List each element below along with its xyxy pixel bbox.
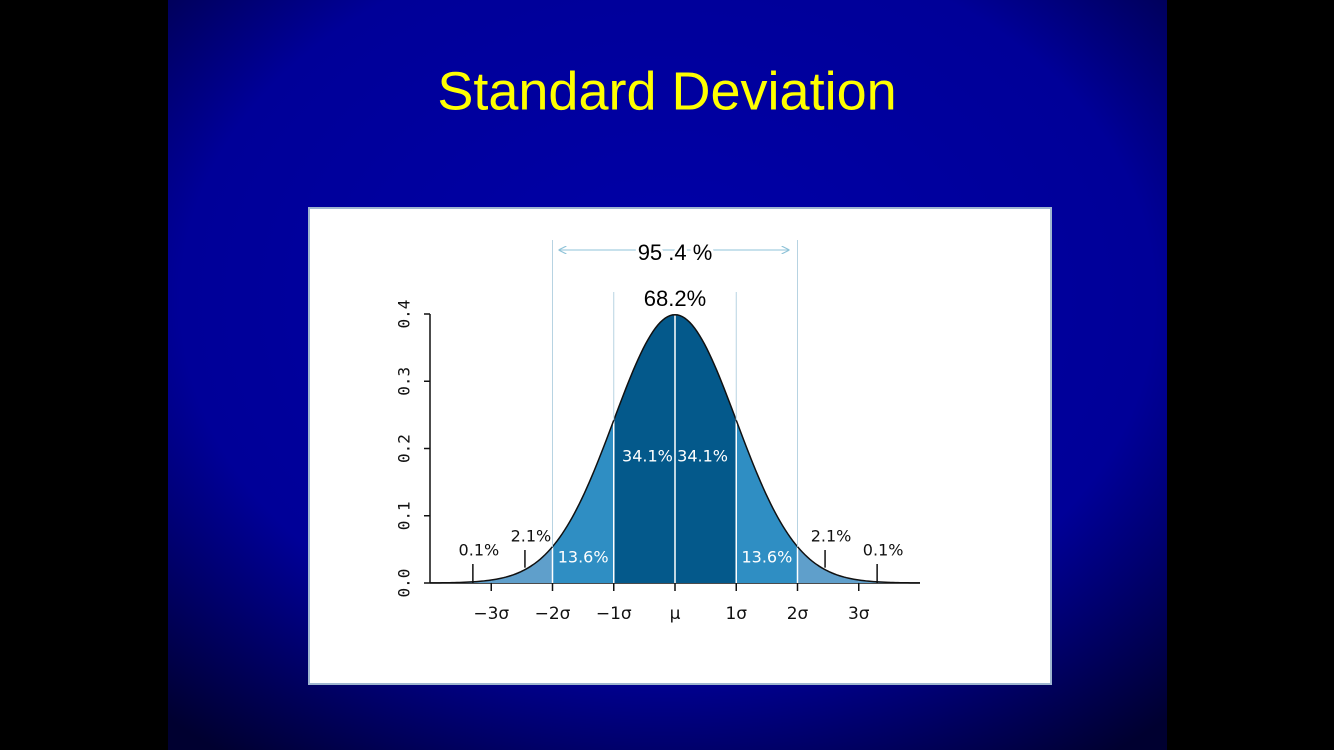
region — [797, 546, 859, 583]
y-tick-label: 0.1 — [395, 501, 414, 530]
y-tick-label: 0.0 — [395, 569, 414, 598]
chart: 0.0 0.1 0.2 0.3 0.4 −3σ −2σ −1σ μ 1σ 2σ 3σ 0.1% 2.1% 1… — [395, 237, 921, 624]
region-label: 0.1% — [863, 541, 904, 560]
annotation-label: 68.2% — [644, 286, 706, 311]
x-tick-label: 3σ — [848, 604, 870, 624]
y-tick-label: 0.4 — [395, 300, 414, 329]
x-tick-label: μ — [670, 604, 681, 624]
y-tick-label: 0.2 — [395, 434, 414, 463]
region-label: 34.1% — [677, 447, 728, 466]
region-label: 13.6% — [558, 548, 609, 567]
x-tick-label: 2σ — [787, 604, 809, 624]
region-label: 0.1% — [459, 541, 500, 560]
region-label: 2.1% — [511, 527, 552, 546]
x-tick-label: −3σ — [473, 604, 509, 624]
x-tick-label: −1σ — [596, 604, 632, 624]
region-label: 34.1% — [622, 447, 673, 466]
region-label: 13.6% — [741, 548, 792, 567]
slide-title: Standard Deviation — [437, 61, 896, 121]
curve — [429, 313, 921, 584]
annotation-label: 95 .4 % — [638, 240, 713, 265]
x-tick-label: 1σ — [725, 604, 747, 624]
x-tick-label: −2σ — [535, 604, 571, 624]
region-label: 2.1% — [811, 527, 852, 546]
region — [491, 546, 553, 583]
y-tick-label: 0.3 — [395, 367, 414, 396]
